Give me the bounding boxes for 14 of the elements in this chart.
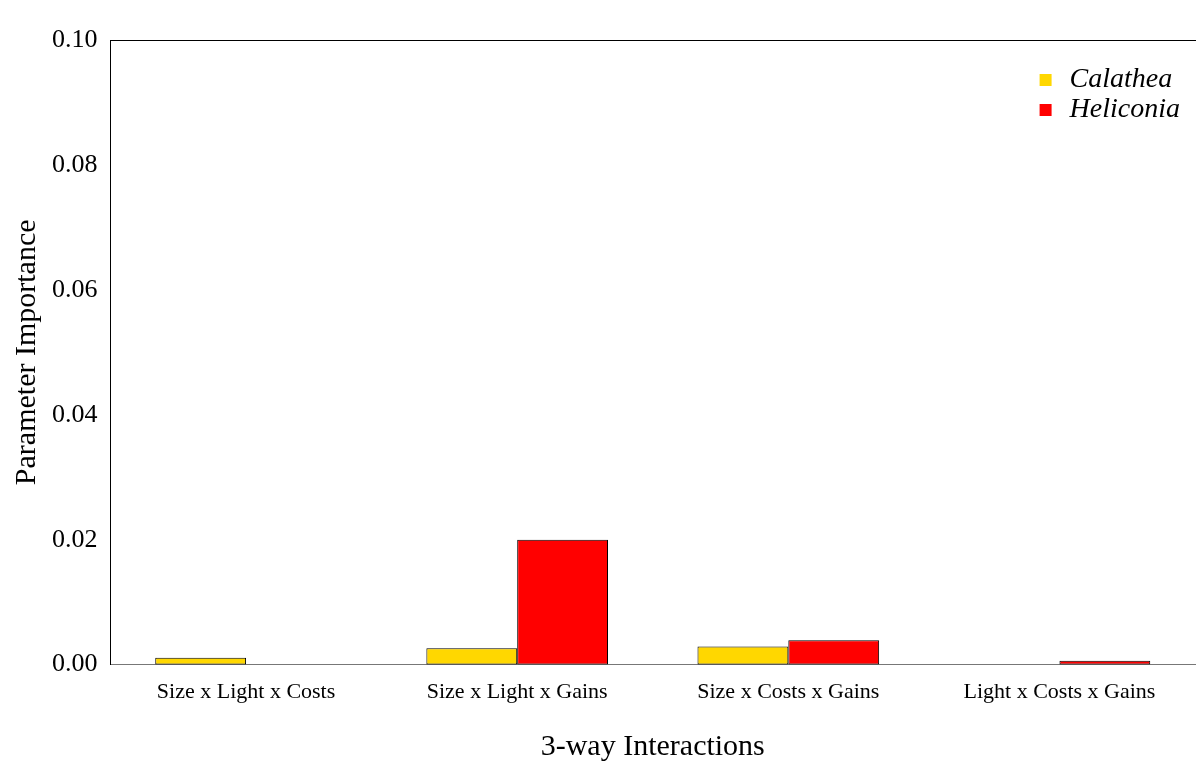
y-tick-label: 0.08 [52, 148, 98, 178]
y-tick-label: 0.02 [52, 523, 98, 553]
y-tick-label: 0.04 [52, 398, 98, 428]
x-tick-label: Size x Light x Costs [156, 677, 336, 703]
x-tick-label: Size x Light x Gains [426, 677, 608, 703]
legend-label: Heliconia [1068, 92, 1181, 124]
x-tick-label: Light x Costs x Gains [963, 677, 1156, 703]
y-tick-label: 0.06 [52, 273, 98, 303]
x-axis-title: 3-way Interactions [540, 727, 765, 761]
legend-label: Calathea [1069, 62, 1173, 94]
x-tick-label: Size x Costs x Gains [697, 677, 880, 703]
y-tick-label: 0.10 [52, 23, 98, 53]
y-axis-title: Parameter Importance [7, 219, 41, 486]
y-tick-label: 0.00 [52, 648, 98, 678]
